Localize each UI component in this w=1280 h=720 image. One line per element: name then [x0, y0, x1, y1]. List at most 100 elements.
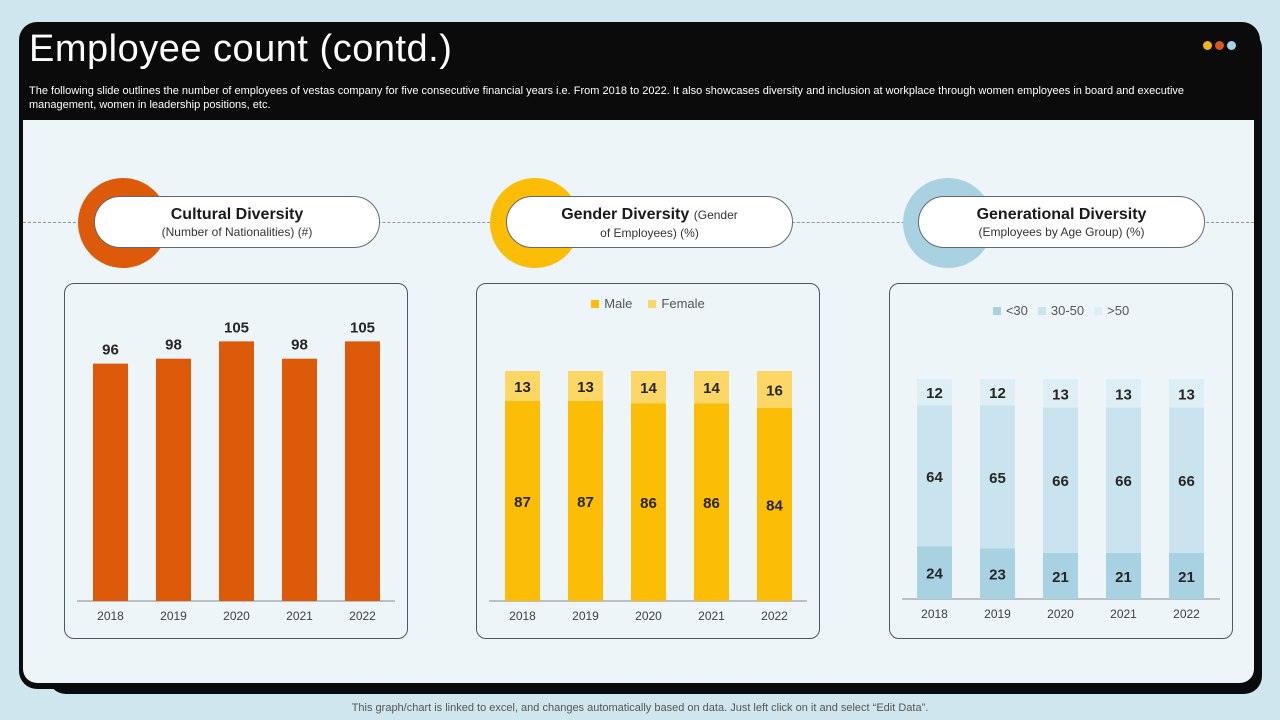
- x-tick-label: 2019: [984, 607, 1011, 621]
- bar: [219, 341, 254, 601]
- legend-label: Male: [604, 296, 633, 311]
- accent-dots: [1203, 41, 1236, 50]
- data-label: 23: [989, 567, 1006, 584]
- bar-segment: [980, 405, 1015, 549]
- section-subtitle: of Employees) (%): [600, 226, 699, 240]
- section-title: Generational Diversity: [976, 206, 1147, 223]
- legend-label: 30-50: [1050, 303, 1085, 318]
- bar: [156, 358, 191, 601]
- slide-title: Employee count (contd.): [29, 28, 453, 70]
- accent-dot-blue: [1227, 41, 1236, 50]
- data-label: 86: [640, 495, 657, 512]
- legend-item: >50: [1094, 303, 1129, 318]
- section-title: Cultural Diversity: [170, 206, 304, 223]
- data-label: 66: [1178, 473, 1195, 490]
- bar-segment: [1106, 379, 1141, 408]
- data-label: 87: [577, 494, 594, 511]
- section-header-generational: Generational Diversity (Employees by Age…: [918, 196, 1205, 248]
- data-label: 16: [766, 382, 783, 399]
- x-tick-label: 2019: [160, 609, 187, 623]
- x-tick-label: 2018: [509, 609, 536, 623]
- bar-segment: [1169, 407, 1204, 553]
- section-header-cultural: Cultural Diversity (Number of Nationalit…: [94, 196, 380, 248]
- x-tick-label: 2019: [572, 609, 599, 623]
- bar-segment: [1169, 379, 1204, 408]
- bar-segment: [568, 371, 603, 401]
- legend-label: <30: [1005, 303, 1028, 318]
- x-tick-label: 2021: [1110, 607, 1137, 621]
- bar-segment: [757, 407, 792, 601]
- legend-label: >50: [1107, 303, 1130, 318]
- accent-dot-yellow: [1203, 41, 1212, 50]
- data-label: 105: [224, 319, 249, 336]
- legend-item: 30-50: [1037, 303, 1085, 318]
- x-tick-label: 2021: [698, 609, 725, 623]
- bar-segment: [1043, 379, 1078, 408]
- chart-card-generational: <30 30-50 >50 24 64 12 2018 23 65 12 2019 21 66 13 20…: [889, 283, 1233, 639]
- chart-card-cultural: 96 2018 98 2019 105 2020 98 2021 105 2022: [64, 283, 408, 639]
- x-tick-label: 2018: [97, 609, 124, 623]
- bar-segment: [757, 371, 792, 408]
- bar: [93, 363, 128, 601]
- bar-segment: [917, 546, 952, 599]
- bar-segment: [505, 371, 540, 401]
- data-label: 98: [165, 337, 182, 354]
- data-label: 14: [640, 380, 657, 397]
- data-label: 21: [1115, 569, 1132, 586]
- data-label: 13: [577, 379, 594, 396]
- legend-swatch: [591, 299, 600, 308]
- data-label: 21: [1052, 569, 1069, 586]
- bar-segment: [631, 371, 666, 404]
- bar: [345, 341, 380, 601]
- data-label: 64: [926, 469, 943, 486]
- section-subtitle: (Number of Nationalities) (#): [161, 225, 313, 239]
- data-label: 13: [1178, 386, 1195, 403]
- data-label: 21: [1178, 569, 1195, 586]
- data-label: 86: [703, 495, 720, 512]
- accent-dot-orange: [1215, 41, 1224, 50]
- x-tick-label: 2022: [1173, 607, 1200, 621]
- gender-legend: Male Female: [477, 296, 819, 311]
- x-tick-label: 2020: [635, 609, 662, 623]
- legend-item: Male: [591, 296, 632, 311]
- x-tick-label: 2022: [349, 609, 376, 623]
- footer-note: This graph/chart is linked to excel, and…: [351, 702, 929, 714]
- legend-item: <30: [992, 303, 1028, 318]
- x-tick-label: 2022: [761, 609, 788, 623]
- legend-swatch: [992, 306, 1001, 315]
- data-label: 13: [514, 379, 531, 396]
- section-title-suffix: (Gender: [693, 208, 738, 222]
- bar-segment: [1106, 552, 1141, 599]
- data-label: 96: [102, 342, 119, 359]
- data-label: 98: [291, 337, 308, 354]
- bar-segment: [917, 405, 952, 547]
- data-label: 14: [703, 380, 720, 397]
- bar-segment: [1043, 552, 1078, 599]
- bar-segment: [917, 379, 952, 406]
- data-label: 12: [926, 385, 943, 402]
- bar-segment: [1043, 407, 1078, 553]
- bar-segment: [505, 400, 540, 601]
- section-subtitle: (Employees by Age Group) (%): [978, 225, 1145, 239]
- bar-segment: [568, 400, 603, 601]
- legend-item: Female: [648, 296, 705, 311]
- data-label: 13: [1115, 386, 1132, 403]
- x-tick-label: 2018: [921, 607, 948, 621]
- generational-diversity-chart: 24 64 12 2018 23 65 12 2019 21 66 13 2020 21 66 13 2021…: [902, 379, 1220, 621]
- data-label: 24: [926, 566, 943, 583]
- x-tick-label: 2020: [1047, 607, 1074, 621]
- legend-label: Female: [661, 296, 705, 311]
- gender-diversity-chart: 87 13 2018 87 13 2019 86 14 2020 86 14 2021 84 16 2022: [489, 371, 807, 623]
- bar: [282, 358, 317, 601]
- bar-segment: [631, 403, 666, 601]
- bar-segment: [694, 403, 729, 601]
- section-title: Gender Diversity: [561, 206, 690, 223]
- slide-subtitle: The following slide outlines the number …: [29, 85, 1185, 111]
- data-label: 87: [514, 494, 531, 511]
- bar-segment: [1169, 552, 1204, 599]
- x-tick-label: 2020: [223, 609, 250, 623]
- bar-segment: [980, 379, 1015, 406]
- bar-segment: [1106, 407, 1141, 553]
- legend-swatch: [1037, 306, 1046, 315]
- data-label: 66: [1052, 473, 1069, 490]
